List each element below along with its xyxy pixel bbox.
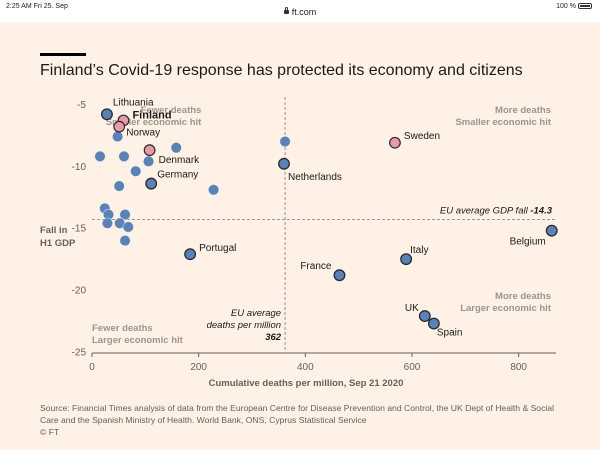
system-status: 100 %	[556, 3, 592, 10]
point-norway	[113, 120, 126, 133]
scatter-point	[119, 208, 131, 221]
status-time: 2:25 AM Fri 25. Sep	[6, 3, 68, 10]
title-accent-bar	[40, 53, 86, 56]
point-label-lithuania: Lithuania	[113, 97, 154, 108]
x-tick-label: 800	[510, 362, 527, 373]
eu-deaths-label: EU average	[231, 308, 281, 319]
source-text: Source: Financial Times analysis of data…	[40, 403, 554, 425]
point-label-italy: Italy	[410, 245, 428, 256]
scatter-point	[111, 130, 124, 143]
x-tick-label: 200	[190, 362, 207, 373]
quadrant-label: Fewer deaths	[141, 105, 202, 116]
point-spain	[427, 317, 440, 330]
battery-percent: 100 %	[556, 3, 576, 10]
y-tick-label: -5	[77, 100, 86, 111]
point-label-norway: Norway	[126, 128, 160, 139]
quadrant-label: Larger economic hit	[92, 335, 184, 346]
scatter-point	[118, 150, 130, 163]
quadrant-label: More deaths	[495, 291, 551, 302]
point-netherlands	[278, 157, 290, 170]
copyright-text: © FT	[40, 427, 60, 437]
scatter-point	[113, 180, 125, 192]
point-uk	[418, 310, 431, 323]
scatter-point	[122, 221, 134, 233]
y-axis-title: H1 GDP	[40, 238, 76, 249]
point-lithuania	[100, 108, 113, 121]
y-tick-label: -10	[72, 162, 87, 173]
point-france	[333, 269, 346, 282]
point-label-portugal: Portugal	[199, 243, 236, 254]
scatter-point	[207, 184, 220, 196]
eu-deaths-value: 362	[265, 332, 282, 343]
battery-icon	[578, 3, 592, 9]
eu-gdp-label: EU average GDP fall -14.3	[440, 206, 553, 217]
point-label-finland: Finland	[132, 109, 171, 121]
point-label-denmark: Denmark	[159, 155, 201, 166]
scatter-point	[94, 150, 106, 163]
y-tick-label: -25	[72, 348, 87, 359]
quadrant-label: Fewer deaths	[92, 323, 153, 334]
scatter-point	[101, 217, 114, 229]
point-label-germany: Germany	[157, 170, 198, 181]
point-label-belgium: Belgium	[510, 237, 546, 248]
chart-title: Finland’s Covid-19 response has protecte…	[40, 62, 523, 79]
point-label-france: France	[300, 261, 332, 272]
point-denmark	[143, 144, 156, 157]
scatter-point	[170, 142, 182, 154]
point-label-spain: Spain	[437, 328, 463, 339]
y-tick-label: -15	[72, 224, 87, 235]
point-sweden	[389, 136, 401, 149]
scatter-point	[142, 155, 155, 167]
point-label-uk: UK	[405, 303, 419, 314]
x-axis-title: Cumulative deaths per million, Sep 21 20…	[209, 378, 404, 389]
address-bar[interactable]: ft.com	[0, 7, 600, 17]
quadrant-label: Larger economic hit	[460, 303, 552, 314]
point-label-netherlands: Netherlands	[288, 172, 342, 183]
y-axis-title: Fall in	[40, 225, 68, 236]
point-belgium	[545, 224, 558, 237]
x-tick-label: 0	[89, 362, 95, 373]
quadrant-label: Smaller economic hit	[106, 117, 202, 128]
address-url: ft.com	[291, 7, 317, 17]
scatter-point	[279, 135, 291, 148]
scatter-point	[119, 234, 131, 247]
quadrant-label: Smaller economic hit	[455, 117, 551, 128]
scatter-point	[130, 165, 142, 177]
x-tick-label: 400	[297, 362, 314, 373]
source-note: Source: Financial Times analysis of data…	[40, 402, 570, 438]
x-tick-label: 600	[404, 362, 421, 373]
point-germany	[145, 177, 158, 190]
status-bar: 2:25 AM Fri 25. Sep ft.com 100 %	[0, 0, 600, 22]
point-portugal	[184, 248, 197, 261]
lock-icon	[283, 7, 289, 14]
quadrant-label: More deaths	[495, 105, 551, 116]
y-tick-label: -20	[72, 286, 87, 297]
point-label-sweden: Sweden	[404, 131, 440, 142]
eu-deaths-label: deaths per million	[207, 320, 281, 331]
point-italy	[400, 253, 413, 266]
